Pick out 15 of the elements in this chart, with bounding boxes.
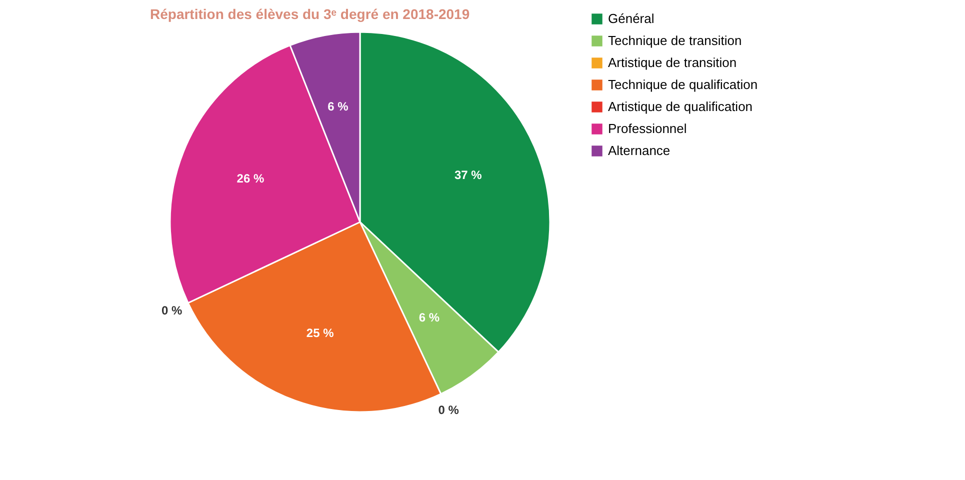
legend-label: Artistique de transition <box>608 55 737 70</box>
data-label: 6 % <box>418 310 440 324</box>
legend-label: Général <box>608 11 654 26</box>
data-label: 6 % <box>328 99 349 114</box>
data-label: 37 % <box>454 168 482 182</box>
legend-label: Alternance <box>608 143 670 158</box>
data-label: 25 % <box>306 326 334 340</box>
text: 0 % <box>438 403 459 418</box>
legend-label: Artistique de qualification <box>608 99 753 114</box>
legend-label: Professionnel <box>608 121 687 136</box>
chart-title: Répartition des élèves du 3ᵉ degré en 2018-2019 <box>150 6 470 22</box>
text: 0 % <box>161 304 182 318</box>
legend-label: Technique de transition <box>608 33 742 48</box>
legend-label: Technique de qualification <box>608 77 758 92</box>
data-label: 26 % <box>236 172 264 186</box>
